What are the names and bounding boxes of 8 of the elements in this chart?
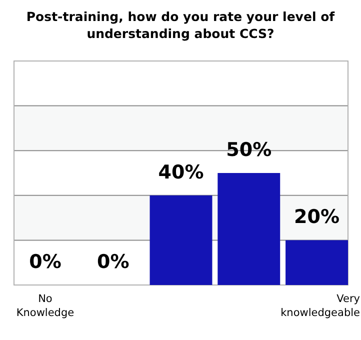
data-label: 20% bbox=[294, 206, 340, 228]
data-label: 0% bbox=[96, 251, 130, 273]
data-label: 40% bbox=[158, 161, 204, 184]
x-tick-label: No Knowledge bbox=[16, 293, 74, 319]
x-tick-label: Very knowledgeable bbox=[280, 293, 360, 319]
data-label: 50% bbox=[226, 139, 272, 161]
data-label: 0% bbox=[29, 251, 62, 273]
chart-title: Post-training, how do you rate your level of understanding about CCS? bbox=[26, 9, 336, 41]
